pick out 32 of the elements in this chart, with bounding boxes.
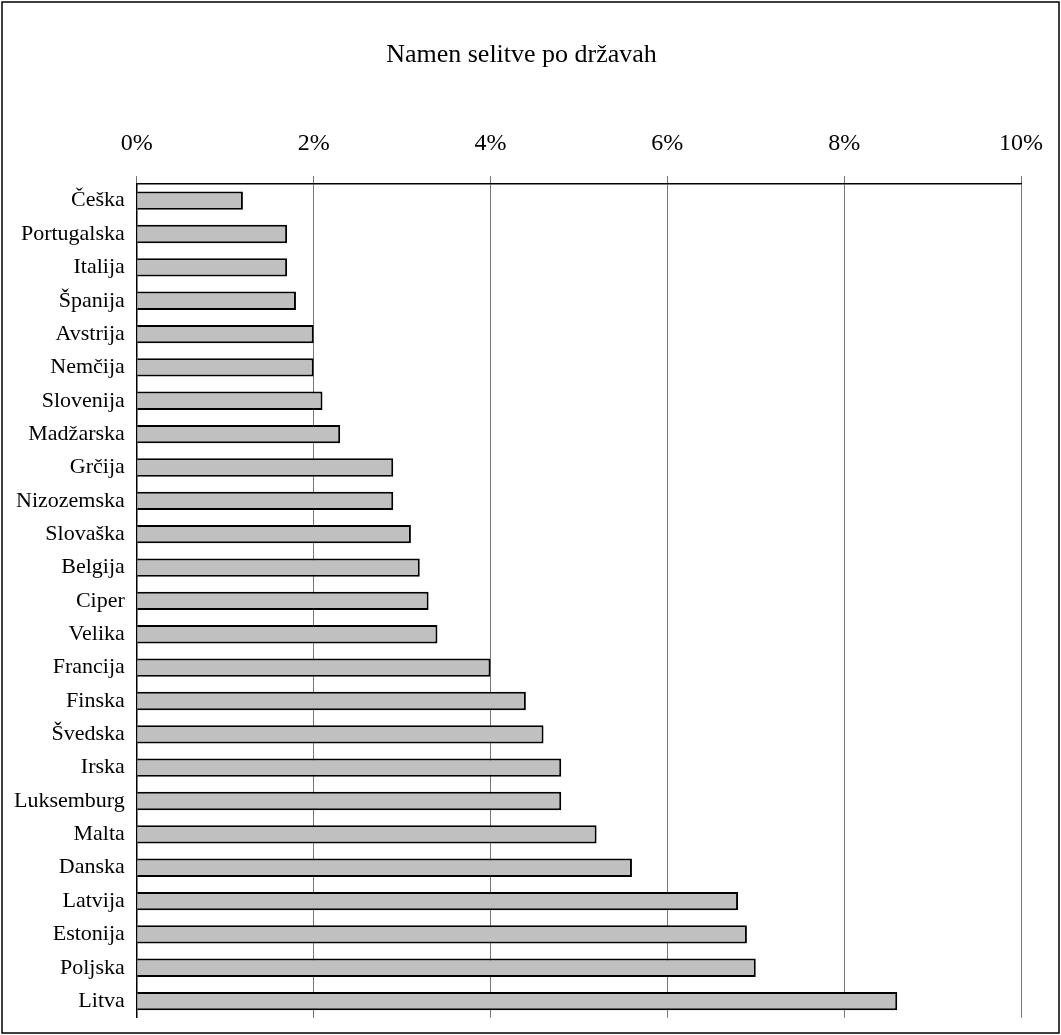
y-tick-label: Malta <box>73 820 126 846</box>
y-tick-label: Poljska <box>60 953 126 979</box>
x-tick-label: 8% <box>828 128 861 155</box>
y-tick-label: Nemčija <box>50 353 126 379</box>
y-tick-label: Francija <box>52 653 126 679</box>
y-tick-label: Švedska <box>51 720 126 746</box>
y-tick-label: Velika <box>68 620 126 646</box>
y-tick-label: Irska <box>80 753 126 779</box>
x-tick-label: 4% <box>474 128 507 155</box>
y-tick-label: Finska <box>66 686 126 712</box>
x-tick-label: 2% <box>297 128 330 155</box>
y-tick-label: Litva <box>78 986 126 1012</box>
y-tick-label: Češka <box>71 186 126 212</box>
y-tick-label: Latvija <box>62 886 126 912</box>
y-tick-label: Španija <box>58 286 126 312</box>
x-tick-label: 10% <box>999 128 1043 155</box>
y-tick-label: Slovenija <box>41 386 126 412</box>
y-tick-label: Danska <box>58 853 126 879</box>
y-tick-label: Belgija <box>61 553 126 579</box>
y-tick-label: Slovaška <box>45 519 126 545</box>
y-tick-label: Madžarska <box>28 419 126 445</box>
chart-title: Namen selitve po državah <box>386 39 657 69</box>
y-tick-label: Avstrija <box>55 319 126 345</box>
y-tick-label: Luksemburg <box>13 786 125 812</box>
x-tick-label: 0% <box>120 128 153 155</box>
y-tick-label: Ciper <box>75 586 126 612</box>
y-tick-label: Grčija <box>69 453 126 479</box>
x-tick-label: 6% <box>651 128 684 155</box>
y-tick-label: Portugalska <box>20 219 126 245</box>
y-tick-label: Estonija <box>52 920 126 946</box>
y-tick-label: Italija <box>73 253 126 279</box>
y-tick-label: Nizozemska <box>16 486 126 512</box>
